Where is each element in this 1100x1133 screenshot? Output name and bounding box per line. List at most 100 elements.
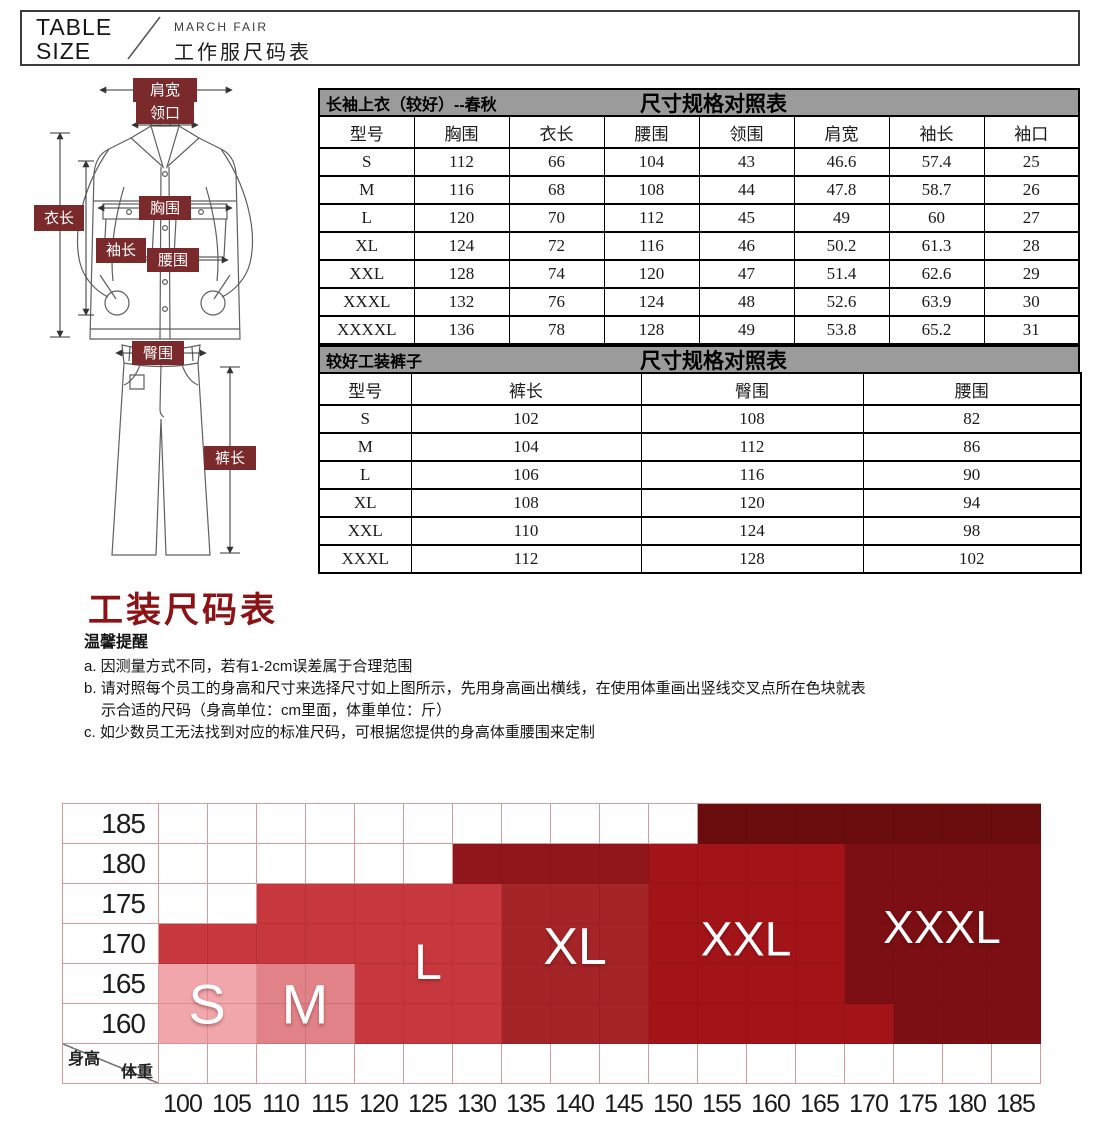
chart-cell: [453, 844, 502, 884]
chart-cell: [992, 964, 1041, 1004]
x-tick-label: 180: [947, 1090, 987, 1118]
slash-divider-icon: [127, 16, 161, 60]
chart-cell: [306, 844, 355, 884]
chart-cell: [306, 1044, 355, 1084]
chart-cell: [551, 964, 600, 1004]
chart-cell: [698, 804, 747, 844]
table-cell: 47: [698, 259, 795, 289]
column-header-row: 型号 胸围 衣长 腰围 领围 肩宽 袖长 袖口: [318, 115, 1080, 149]
size-region-label: XL: [543, 918, 607, 976]
table-cell: 108: [640, 404, 864, 434]
table-cell: 112: [410, 544, 642, 574]
column-header: 臀围: [640, 372, 864, 406]
table-cell: 120: [413, 203, 510, 233]
chart-cell: [698, 924, 747, 964]
table-cell: 112: [640, 432, 864, 462]
chart-cell: [894, 1004, 943, 1044]
chart-cell: [404, 804, 453, 844]
x-tick-label: 135: [506, 1090, 546, 1118]
table-row: L 120 70 112 45 49 60 27: [318, 203, 1080, 233]
table-cell: 86: [862, 432, 1082, 462]
chart-cell: [796, 844, 845, 884]
chart-cell: [355, 964, 404, 1004]
table-cell: 124: [413, 231, 510, 261]
x-tick-label: 110: [262, 1090, 300, 1118]
logo-table-size: TABLE SIZE: [36, 15, 112, 63]
chart-cell: [845, 964, 894, 1004]
chart-cell: [551, 924, 600, 964]
column-header: 腰围: [603, 115, 700, 149]
svg-text:臀围: 臀围: [143, 345, 173, 362]
x-tick-label: 145: [604, 1090, 644, 1118]
chart-cell: [502, 804, 551, 844]
chart-cell: [943, 804, 992, 844]
table-cell: 102: [410, 404, 642, 434]
chart-cell: [257, 1004, 306, 1044]
size-region-label: XXXL: [883, 901, 1001, 953]
table-cell: M: [318, 175, 415, 205]
table-cell: M: [318, 432, 412, 462]
note-line: 示合适的尺码（身高单位：cm里面，体重单位：斤）: [101, 702, 451, 719]
garment-diagram: 肩宽 领口 衣长 袖长 胸围 腰围 臀围 裤长: [34, 78, 256, 556]
table-cell: 108: [603, 175, 700, 205]
jacket-table-title-bar: 长袖上衣（较好）--春秋 尺寸规格对照表: [318, 88, 1080, 116]
chart-cell: [943, 964, 992, 1004]
pants-table-title: 较好工装裤子: [326, 353, 423, 371]
table-cell: 66: [508, 147, 605, 177]
chart-row: 175: [63, 884, 1041, 924]
table-cell: 63.9: [888, 287, 985, 317]
column-header: 型号: [318, 372, 412, 406]
chart-cell: [404, 1044, 453, 1084]
chart-cell: [796, 964, 845, 1004]
chart-row: 170: [63, 924, 1041, 964]
table-cell: 57.4: [888, 147, 985, 177]
jacket-spec-table: 型号 胸围 衣长 腰围 领围 肩宽 袖长 袖口 S 112 66 104 43 46.6 57.4 25 M 11…: [318, 115, 1080, 345]
chart-cell: [894, 804, 943, 844]
note-line: c. 如少数员工无法找到对应的标准尺码，可根据您提供的身高体重腰围来定制: [84, 724, 595, 741]
chart-cell: [747, 804, 796, 844]
y-axis-title: 身高: [68, 1051, 101, 1068]
chart-row: 185: [63, 804, 1041, 844]
chart-cell: [502, 964, 551, 1004]
chart-cell: [747, 844, 796, 884]
table-row: M 104 112 86: [318, 432, 1082, 462]
table-row: XXXL 112 128 102: [318, 544, 1082, 574]
chart-cell: [355, 924, 404, 964]
y-tick-label: 170: [63, 924, 159, 964]
chart-cell: [208, 924, 257, 964]
chart-cell: [894, 1044, 943, 1084]
table-cell: 128: [413, 259, 510, 289]
chart-cell: [943, 924, 992, 964]
header-band: TABLE SIZE MARCH FAIR 工作服尺码表: [20, 10, 1080, 66]
column-header: 袖长: [888, 115, 985, 149]
chart-cell: [453, 924, 502, 964]
chart-cell: [453, 1004, 502, 1044]
table-cell: 82: [862, 404, 1082, 434]
size-region-label: XXL: [700, 913, 792, 967]
chart-cell: [747, 924, 796, 964]
x-tick-label: 150: [653, 1090, 693, 1118]
chart-cell: [208, 804, 257, 844]
size-heatmap-grid: 185 180 175 170 165 160 身高 体重: [62, 803, 1041, 1084]
chart-cell: [502, 1044, 551, 1084]
chart-cell: [159, 964, 208, 1004]
chart-cell: [551, 884, 600, 924]
table-cell: S: [318, 404, 412, 434]
chart-cell: [159, 804, 208, 844]
table-cell: 49: [698, 315, 795, 345]
chart-cell: [649, 804, 698, 844]
table-cell: 124: [603, 287, 700, 317]
chart-cell: [159, 884, 208, 924]
chart-cell: [453, 1044, 502, 1084]
chart-cell: [404, 1004, 453, 1044]
chart-cell: [257, 964, 306, 1004]
table-cell: 120: [640, 488, 864, 518]
table-cell: 72: [508, 231, 605, 261]
chart-row: 180: [63, 844, 1041, 884]
chart-cell: [502, 1004, 551, 1044]
table-cell: 45: [698, 203, 795, 233]
table-cell: 31: [983, 315, 1080, 345]
table-cell: 98: [862, 516, 1082, 546]
table-cell: 48: [698, 287, 795, 317]
column-header: 型号: [318, 115, 415, 149]
